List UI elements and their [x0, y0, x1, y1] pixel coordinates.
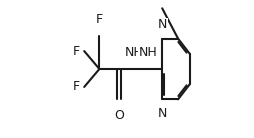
Text: N: N — [157, 107, 167, 120]
Text: N: N — [157, 18, 167, 31]
Text: F: F — [96, 13, 103, 26]
Text: O: O — [114, 109, 124, 122]
Text: F: F — [73, 80, 80, 93]
Text: F: F — [73, 45, 80, 58]
Text: NH: NH — [125, 46, 144, 59]
Text: NH: NH — [139, 46, 158, 59]
